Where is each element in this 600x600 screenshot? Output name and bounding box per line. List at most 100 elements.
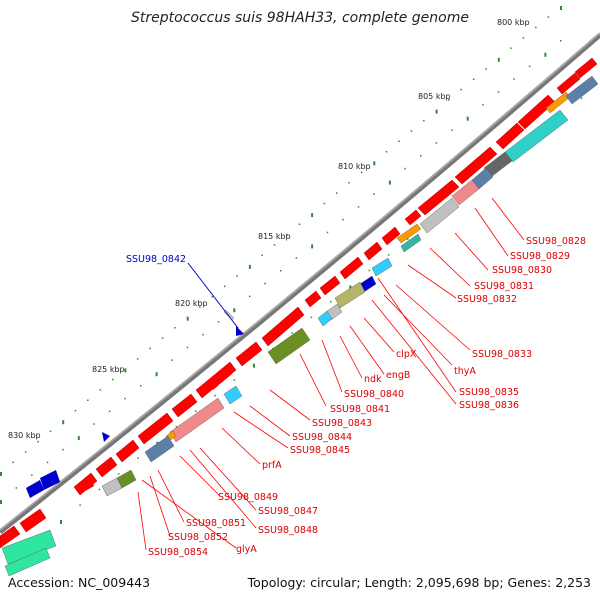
ruler-dot: [547, 16, 550, 18]
cds-arrow[interactable]: [137, 412, 174, 445]
ruler-dot: [149, 347, 151, 350]
gene-label[interactable]: engB: [386, 370, 410, 381]
ruler-dot: [112, 378, 114, 381]
gene-label[interactable]: SSU98_0840: [344, 389, 404, 400]
gene-label[interactable]: SSU98_0828: [526, 236, 586, 247]
gene-label[interactable]: SSU98_0845: [290, 445, 350, 456]
ruler-dot: [0, 472, 2, 476]
cds-arrow[interactable]: [261, 306, 305, 347]
gene-label[interactable]: ndk: [364, 374, 382, 385]
feature-block-pink[interactable]: [451, 179, 480, 206]
gene-label[interactable]: SSU98_0832: [457, 294, 517, 305]
cds-arrow[interactable]: [574, 57, 598, 79]
ruler-dot: [398, 140, 400, 143]
ruler-dot: [15, 487, 18, 489]
cds-arrow[interactable]: [0, 525, 21, 549]
gene-label[interactable]: SSU98_0852: [168, 532, 228, 543]
ruler-dot: [485, 68, 487, 70]
feature-block-cyan[interactable]: [371, 257, 393, 277]
gene-label[interactable]: SSU98_0829: [510, 251, 570, 262]
cds-arrow[interactable]: [171, 393, 198, 418]
cds-arrow[interactable]: [454, 146, 498, 185]
ruler-dot: [199, 306, 201, 308]
feature-block-cyan[interactable]: [223, 385, 243, 405]
ruler-dot: [174, 327, 176, 329]
gene-label[interactable]: SSU98_0831: [474, 281, 534, 292]
genome-backbone-highlight: [0, 32, 600, 531]
ruler-dot: [291, 332, 293, 334]
cds-arrow[interactable]: [19, 508, 47, 533]
gene-label[interactable]: SSU98_0844: [292, 432, 352, 443]
ruler-dot: [171, 359, 173, 361]
cds-arrow[interactable]: [216, 366, 232, 384]
cds-arrow[interactable]: [404, 209, 422, 226]
gene-label[interactable]: thyA: [454, 366, 476, 377]
feature-arrow-blue[interactable]: [26, 480, 44, 498]
highlight-gene-label[interactable]: SSU98_0842: [126, 254, 186, 265]
ruler-dot: [407, 238, 409, 240]
ruler-dot: [93, 423, 95, 425]
ruler-dot: [528, 65, 531, 68]
ruler-dot: [497, 57, 500, 62]
cds-arrow[interactable]: [210, 379, 219, 390]
gene-label[interactable]: SSU98_0851: [186, 518, 246, 529]
gene-label[interactable]: clpX: [396, 349, 417, 360]
highlight-gene-leader: [187, 262, 239, 329]
feature-block-silver[interactable]: [101, 477, 123, 497]
feature-block-teal[interactable]: [1, 529, 57, 565]
ruler-dot: [0, 500, 2, 504]
ruler-dot: [323, 202, 326, 205]
feature-arrow-blue[interactable]: [236, 326, 244, 336]
gene-label[interactable]: SSU98_0849: [218, 492, 278, 503]
gene-label[interactable]: SSU98_0830: [492, 265, 552, 276]
feature-block-pink[interactable]: [169, 397, 225, 443]
feature-block-blue[interactable]: [565, 75, 599, 105]
feature-arrow-blue[interactable]: [102, 432, 110, 442]
feature-block-silver[interactable]: [419, 197, 460, 234]
gene-label[interactable]: prfA: [262, 460, 282, 471]
cds-arrow[interactable]: [115, 439, 140, 463]
feature-block-khaki[interactable]: [334, 281, 366, 309]
ruler-dot: [46, 461, 49, 464]
gene-label[interactable]: SSU98_0835: [459, 387, 519, 398]
cds-arrow[interactable]: [417, 179, 460, 216]
cds-arrow[interactable]: [319, 275, 341, 296]
ruler-dot: [252, 363, 255, 368]
ruler-label-805: 805 kbp: [418, 92, 451, 101]
gene-label[interactable]: SSU98_0833: [472, 349, 532, 360]
feature-block-olive[interactable]: [267, 327, 311, 365]
gene-label[interactable]: SSU98_0836: [459, 400, 519, 411]
gene-label[interactable]: SSU98_0847: [258, 506, 318, 517]
reverse-cds-track: [78, 366, 232, 494]
ruler-dot: [49, 430, 52, 433]
cds-arrow[interactable]: [556, 72, 581, 95]
feature-arrow-blue[interactable]: [40, 470, 60, 490]
cds-arrow[interactable]: [304, 290, 322, 308]
genome-backbone: [0, 33, 600, 534]
ruler-dot: [522, 37, 525, 39]
ruler-dot: [311, 213, 314, 218]
ruler-dot: [336, 192, 338, 194]
feature-block-teal[interactable]: [400, 233, 422, 253]
ruler-dot: [368, 269, 371, 272]
cds-arrow[interactable]: [78, 478, 94, 494]
feature-block-blue[interactable]: [144, 435, 175, 463]
gene-label[interactable]: SSU98_0841: [330, 404, 390, 415]
cds-arrow[interactable]: [381, 226, 401, 246]
cds-arrow[interactable]: [235, 341, 263, 367]
feature-block-orange[interactable]: [396, 223, 422, 244]
feature-block-cyan[interactable]: [317, 310, 333, 327]
cds-arrow[interactable]: [363, 241, 383, 261]
feature-block-teal[interactable]: [4, 547, 51, 577]
gene-label[interactable]: glyA: [236, 544, 257, 555]
ruler-dot: [460, 88, 462, 91]
gene-label[interactable]: SSU98_0848: [258, 525, 318, 536]
cds-arrow[interactable]: [339, 256, 364, 280]
gene-label[interactable]: SSU98_0854: [148, 547, 208, 558]
ruler-dot: [348, 182, 350, 184]
gene-label[interactable]: SSU98_0843: [312, 418, 372, 429]
cds-arrow[interactable]: [95, 456, 118, 478]
cds-arrow[interactable]: [495, 122, 525, 150]
genome-summary-text: Topology: circular; Length: 2,095,698 bp…: [247, 575, 591, 590]
